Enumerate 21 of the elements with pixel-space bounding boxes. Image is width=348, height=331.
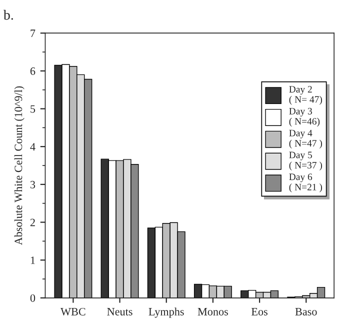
x-tick-label: Monos <box>198 308 228 316</box>
text: b. <box>3 10 13 20</box>
x-tick-label: Baso <box>295 308 317 316</box>
y-tick-label: 1 <box>30 256 35 264</box>
x-tick-label: WBC <box>60 308 86 316</box>
y-tick-label: 6 <box>30 67 36 75</box>
y-tick-label: 0 <box>30 294 36 302</box>
legend-label: Day 2 ( N= 47) <box>289 86 322 105</box>
y-tick-label: 2 <box>30 218 35 226</box>
x-tick-label: Neuts <box>107 308 132 316</box>
y-tick-label: 7 <box>30 30 36 37</box>
x-tick-label: Eos <box>252 308 268 316</box>
legend-label: Day 6 ( N=21 ) <box>289 174 322 192</box>
legend-label: Day 4 ( N=47 ) <box>289 130 322 149</box>
y-axis-title: Absolute White Cell Count (10^9/l) <box>14 86 24 246</box>
x-tick-label: Lymphs <box>148 308 184 318</box>
y-tick-label: 3 <box>30 180 36 188</box>
y-tick-label: 5 <box>30 105 36 113</box>
legend-label: Day 3 ( N=46) <box>289 108 320 127</box>
y-tick-label: 4 <box>30 143 36 150</box>
legend-label: Day 5 ( N=37 ) <box>289 152 322 170</box>
